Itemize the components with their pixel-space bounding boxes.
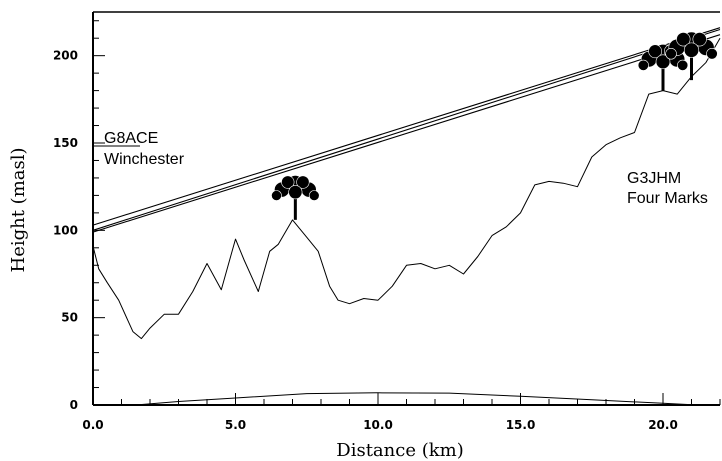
y-tick-label: 100 xyxy=(53,223,78,237)
terrain-profile-line xyxy=(92,37,721,340)
x-tick-label: 5.0 xyxy=(225,418,246,432)
tree-canopy xyxy=(683,42,700,58)
tree-canopy xyxy=(296,175,310,189)
x-axis-title: Distance (km) xyxy=(336,440,463,461)
x-tick-label: 20.0 xyxy=(648,418,678,432)
y-tick-label: 200 xyxy=(53,49,78,63)
y-tick-label: 0 xyxy=(70,398,78,412)
tree-canopy xyxy=(271,190,282,201)
tree-layer xyxy=(271,31,718,220)
plot-lines xyxy=(92,27,721,406)
tree-canopy xyxy=(308,190,320,201)
tick-labels: 0 50 100 150 200 0.0 5.0 10.0 15.0 20.0 xyxy=(53,49,678,432)
tree-canopy xyxy=(288,185,303,200)
y-axis-title: Height (masl) xyxy=(8,147,29,272)
x-tick-label: 15.0 xyxy=(506,418,536,432)
tree-canopy xyxy=(692,32,707,47)
tree-trunk xyxy=(661,66,665,91)
axes xyxy=(92,11,720,406)
y-tick-label: 150 xyxy=(53,136,78,150)
tree-canopy xyxy=(648,44,662,59)
station-b-callsign: G3JHM xyxy=(627,170,681,187)
x-tick-label: 0.0 xyxy=(82,418,103,432)
tree-trunk xyxy=(293,196,297,220)
tree-icon xyxy=(271,175,320,220)
line-of-sight-line xyxy=(92,28,721,231)
tree-canopy xyxy=(665,48,677,60)
y-tick-label: 50 xyxy=(61,311,78,325)
tree-canopy xyxy=(637,59,649,71)
tree-trunk xyxy=(690,55,693,81)
station-a-location: Winchester xyxy=(104,151,185,168)
tree-canopy xyxy=(676,32,691,47)
station-a-callsign: G8ACE xyxy=(104,130,158,147)
station-b-location: Four Marks xyxy=(627,190,708,207)
fresnel-upper-line xyxy=(92,27,721,226)
tree-canopy xyxy=(706,48,718,60)
tree-canopy xyxy=(677,59,689,71)
x-tick-label: 10.0 xyxy=(363,418,393,432)
earth-bulge-line xyxy=(135,392,698,406)
tree-canopy xyxy=(281,175,295,189)
ticks xyxy=(92,20,721,406)
tree-icon xyxy=(665,31,718,81)
fresnel-lower-line xyxy=(92,34,721,233)
tree-canopy xyxy=(655,54,671,70)
